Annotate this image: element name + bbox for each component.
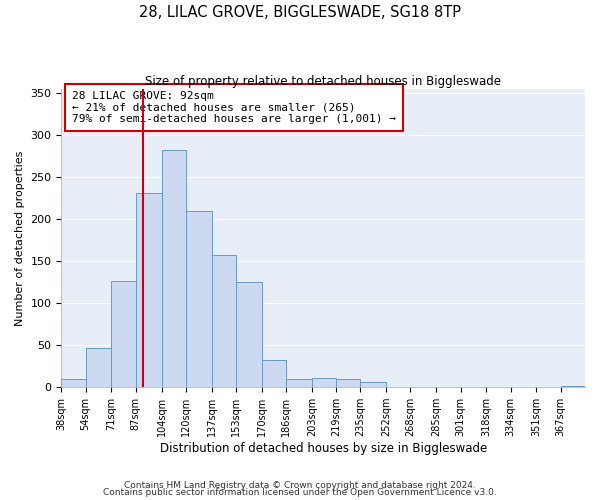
Bar [212, 256, 236, 387]
Y-axis label: Number of detached properties: Number of detached properties [15, 150, 25, 326]
Bar [561, 386, 585, 387]
Text: 28, LILAC GROVE, BIGGLESWADE, SG18 8TP: 28, LILAC GROVE, BIGGLESWADE, SG18 8TP [139, 5, 461, 20]
Bar [112, 282, 136, 387]
Bar [262, 360, 286, 387]
X-axis label: Distribution of detached houses by size in Biggleswade: Distribution of detached houses by size … [160, 442, 487, 455]
Bar [286, 379, 312, 387]
Text: 28 LILAC GROVE: 92sqm
← 21% of detached houses are smaller (265)
79% of semi-det: 28 LILAC GROVE: 92sqm ← 21% of detached … [72, 90, 396, 124]
Title: Size of property relative to detached houses in Biggleswade: Size of property relative to detached ho… [145, 75, 501, 88]
Text: Contains HM Land Registry data © Crown copyright and database right 2024.: Contains HM Land Registry data © Crown c… [124, 480, 476, 490]
Bar [361, 382, 386, 387]
Text: Contains public sector information licensed under the Open Government Licence v3: Contains public sector information licen… [103, 488, 497, 497]
Bar [86, 348, 112, 387]
Bar [236, 282, 262, 387]
Bar [61, 379, 86, 387]
Bar [186, 211, 212, 387]
Bar [136, 194, 161, 387]
Bar [312, 378, 336, 387]
Bar [336, 379, 361, 387]
Bar [161, 150, 186, 387]
